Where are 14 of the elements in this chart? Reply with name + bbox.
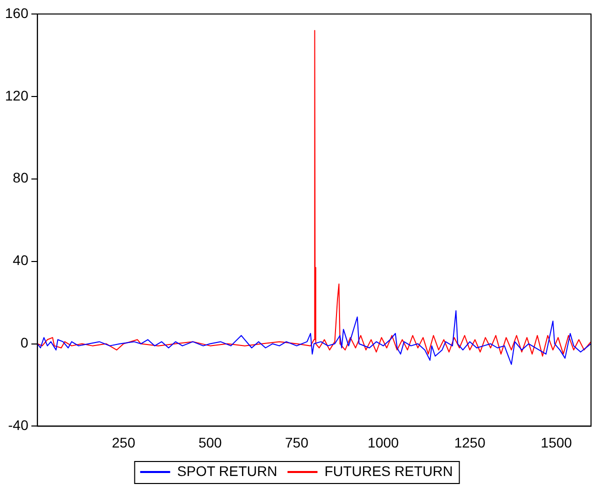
legend-label: FUTURES RETURN	[324, 462, 453, 479]
x-tick-label: 1500	[540, 434, 572, 450]
y-tick-label: -40	[8, 417, 29, 434]
x-tick-label: 1000	[368, 434, 400, 450]
x-tick-label: 750	[285, 434, 309, 450]
y-tick-label: 160	[5, 4, 29, 21]
y-tick-label: 40	[12, 252, 29, 268]
y-tick-label: 80	[12, 170, 29, 186]
x-tick-label: 1250	[454, 434, 486, 450]
legend-label: SPOT RETURN	[177, 462, 278, 479]
x-tick-label: 250	[112, 434, 136, 450]
y-tick-label: 0	[20, 334, 29, 351]
y-tick-label: 120	[5, 87, 29, 104]
x-tick-label: 500	[198, 434, 222, 450]
